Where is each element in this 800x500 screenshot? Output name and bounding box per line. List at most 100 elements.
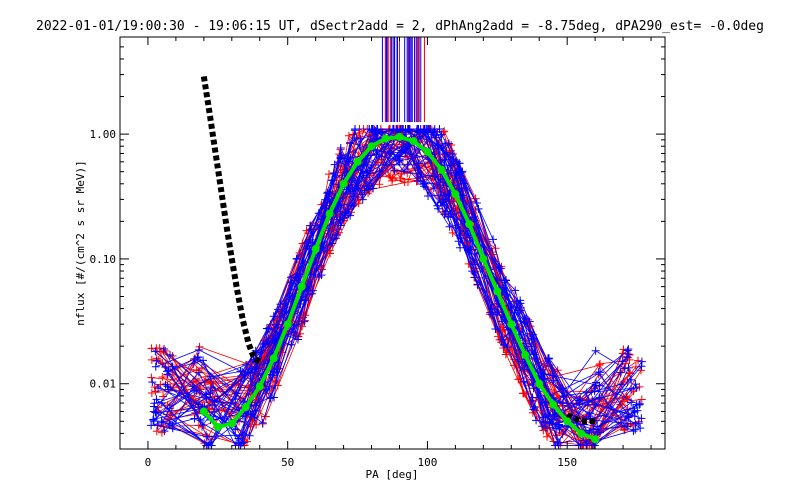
data-point-marker bbox=[458, 191, 467, 200]
data-point-marker bbox=[246, 374, 255, 383]
data-point-marker bbox=[624, 350, 633, 359]
data-point-marker bbox=[240, 411, 249, 420]
data-point-marker bbox=[637, 395, 646, 404]
data-point-marker bbox=[634, 419, 643, 428]
data-point-marker bbox=[272, 320, 281, 329]
data-point-marker bbox=[630, 408, 639, 417]
data-point-marker bbox=[147, 355, 156, 364]
data-point-marker bbox=[616, 368, 625, 377]
data-point-marker bbox=[452, 157, 461, 166]
plot-frame bbox=[119, 36, 666, 450]
data-point-marker bbox=[631, 380, 640, 389]
data-point-marker bbox=[375, 167, 384, 176]
data-point-marker bbox=[627, 385, 636, 394]
green-fit-group bbox=[199, 132, 600, 444]
data-point-marker bbox=[445, 222, 454, 231]
y-tick-label: 1.00 bbox=[90, 128, 117, 141]
data-point-marker bbox=[400, 167, 409, 176]
data-point-marker bbox=[158, 373, 167, 382]
green-fit-point bbox=[339, 179, 348, 188]
data-point-marker bbox=[386, 143, 395, 152]
data-point-marker bbox=[624, 363, 633, 372]
data-point-marker bbox=[632, 383, 641, 392]
data-point-marker bbox=[372, 150, 381, 159]
data-point-marker bbox=[539, 418, 548, 427]
data-point-marker bbox=[150, 383, 159, 392]
data-point-marker bbox=[157, 417, 166, 426]
data-point-marker bbox=[150, 399, 159, 408]
data-point-marker bbox=[528, 393, 537, 402]
data-point-marker bbox=[323, 189, 332, 198]
data-point-marker bbox=[575, 400, 584, 409]
data-point-marker bbox=[591, 346, 600, 355]
data-point-marker bbox=[403, 124, 412, 133]
data-point-marker bbox=[210, 401, 219, 410]
data-point-marker bbox=[591, 378, 600, 387]
data-point-marker bbox=[291, 331, 300, 340]
data-point-marker bbox=[334, 158, 343, 167]
data-point-marker bbox=[555, 425, 564, 434]
data-point-marker bbox=[429, 184, 438, 193]
data-point-marker bbox=[596, 359, 605, 368]
data-point-marker bbox=[624, 412, 633, 421]
data-point-marker bbox=[153, 421, 162, 430]
y-tick-label: 0.01 bbox=[90, 378, 117, 391]
green-fit-point bbox=[269, 354, 278, 363]
data-point-marker bbox=[325, 170, 334, 179]
data-point-marker bbox=[403, 160, 412, 169]
green-fit-point bbox=[591, 435, 600, 444]
data-point-marker bbox=[423, 124, 432, 133]
data-point-marker bbox=[553, 438, 562, 447]
beam-markers bbox=[381, 37, 425, 123]
green-fit-point bbox=[367, 142, 376, 151]
data-point-marker bbox=[158, 418, 167, 427]
green-fit-point bbox=[437, 165, 446, 174]
data-point-marker bbox=[518, 389, 527, 398]
data-point-marker bbox=[554, 441, 563, 449]
green-fit-point bbox=[465, 220, 474, 229]
chart-title: 2022-01-01/19:00:30 - 19:06:15 UT, dSect… bbox=[36, 19, 764, 34]
data-point-marker bbox=[558, 399, 567, 408]
data-point-marker bbox=[545, 354, 554, 363]
x-tick-label: 0 bbox=[145, 456, 152, 469]
green-fit-point bbox=[311, 245, 320, 254]
x-tick-label: 100 bbox=[417, 456, 437, 469]
data-point-marker bbox=[288, 292, 297, 301]
data-point-marker bbox=[493, 308, 502, 317]
green-fit-point bbox=[353, 157, 362, 166]
y-axis-label: nflux [#/(cm^2 s sr MeV)] bbox=[74, 160, 87, 326]
data-point-marker bbox=[389, 124, 398, 133]
data-point-marker bbox=[501, 350, 510, 359]
green-fit-point bbox=[451, 190, 460, 199]
data-point-marker bbox=[337, 151, 346, 160]
data-point-marker bbox=[269, 312, 278, 321]
data-point-marker bbox=[344, 131, 353, 140]
green-fit-point bbox=[213, 423, 222, 432]
green-fit-point bbox=[423, 147, 432, 156]
x-axis-label: PA [deg] bbox=[366, 468, 419, 481]
data-point-marker bbox=[289, 327, 298, 336]
green-fit-point bbox=[227, 419, 236, 428]
green-fit-point bbox=[535, 379, 544, 388]
data-point-marker bbox=[503, 343, 512, 352]
data-point-marker bbox=[472, 198, 481, 207]
data-point-marker bbox=[559, 391, 568, 400]
data-point-marker bbox=[350, 126, 359, 135]
data-point-marker bbox=[149, 417, 158, 426]
data-point-marker bbox=[377, 152, 386, 161]
data-point-marker bbox=[402, 130, 411, 139]
data-point-marker bbox=[163, 382, 172, 391]
black-curve-right bbox=[565, 412, 596, 425]
green-fit-point bbox=[283, 320, 292, 329]
data-point-marker bbox=[550, 411, 559, 420]
data-point-marker bbox=[292, 254, 301, 263]
data-point-marker bbox=[238, 430, 247, 439]
data-point-marker bbox=[375, 180, 384, 189]
data-point-marker bbox=[636, 424, 645, 433]
data-point-marker bbox=[203, 432, 212, 441]
data-point-marker bbox=[594, 368, 603, 377]
data-point-marker bbox=[511, 286, 520, 295]
data-point-marker bbox=[239, 438, 248, 447]
data-point-marker bbox=[618, 380, 627, 389]
data-point-marker bbox=[335, 215, 344, 224]
